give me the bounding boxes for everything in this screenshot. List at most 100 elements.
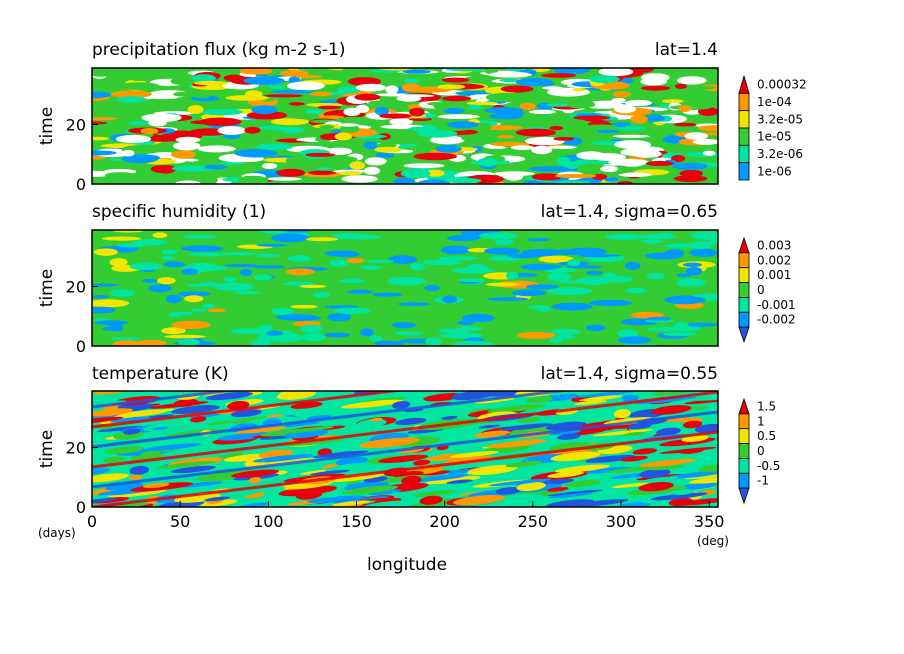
- field-patch: [139, 450, 162, 459]
- field-patch: [684, 398, 718, 405]
- field-patch: [638, 482, 674, 492]
- field-patch: [557, 433, 581, 440]
- field-patch: [603, 276, 634, 283]
- field-patch: [457, 320, 474, 326]
- field-patch: [334, 132, 352, 141]
- field-patch: [688, 475, 718, 484]
- field-patch: [646, 272, 666, 280]
- field-patch: [664, 295, 706, 305]
- field-patch: [275, 314, 318, 321]
- field-patch: [223, 74, 245, 82]
- plot-frame: [91, 229, 719, 347]
- field-patch: [239, 269, 253, 276]
- x-unit-label: (deg): [697, 534, 729, 548]
- field-patch: [577, 391, 636, 398]
- field-band: [92, 391, 239, 409]
- field-patch: [388, 255, 418, 264]
- field-patch: [305, 152, 336, 157]
- field-patch: [691, 392, 718, 401]
- field-patch: [312, 450, 369, 458]
- field-patch: [109, 258, 128, 267]
- field-patch: [375, 140, 420, 145]
- field-patch: [94, 320, 129, 325]
- colorbar-swatch: [738, 428, 750, 444]
- y-axis-label: time: [37, 107, 57, 145]
- field-patch: [453, 494, 505, 506]
- field-patch: [256, 243, 288, 247]
- field-patch: [412, 490, 457, 497]
- field-patch: [339, 171, 362, 176]
- field-patch: [157, 277, 176, 285]
- field-patch: [672, 162, 708, 170]
- field-patch: [364, 157, 387, 166]
- field-patch: [285, 268, 316, 276]
- field-patch: [204, 496, 231, 502]
- field-patch: [485, 282, 521, 287]
- field-patch: [221, 252, 257, 256]
- colorbar-swatch: [738, 413, 750, 430]
- field-patch: [128, 474, 143, 480]
- field-patch: [676, 76, 707, 85]
- field-patch: [327, 313, 352, 322]
- panel-precipitation: precipitation flux (kg m-2 s-1) lat=1.4 …: [37, 40, 807, 194]
- field-patch: [630, 311, 664, 319]
- field-patch: [363, 141, 379, 150]
- field-patch: [636, 474, 684, 481]
- field-patch: [173, 141, 201, 151]
- field-patch: [163, 261, 186, 268]
- field-patch: [92, 299, 130, 308]
- field-patch: [625, 287, 647, 294]
- panel-location: lat=1.4, sigma=0.65: [541, 202, 718, 222]
- field-patch: [684, 132, 708, 140]
- field-patch: [377, 454, 429, 463]
- field-patch: [392, 401, 411, 409]
- field-patch: [351, 463, 379, 468]
- colorbar-swatch: [738, 144, 750, 164]
- field-patch: [161, 256, 175, 260]
- field-patch: [651, 391, 695, 396]
- field-patch: [397, 302, 431, 307]
- field-patch: [650, 492, 708, 501]
- field-patch: [112, 340, 143, 346]
- field-patch: [592, 173, 608, 180]
- field-patch: [479, 232, 519, 240]
- field-patch: [148, 284, 172, 293]
- field-patch: [579, 395, 623, 402]
- field-patch: [190, 308, 207, 312]
- field-patch: [657, 232, 673, 238]
- field-patch: [271, 233, 309, 243]
- field-patch: [375, 152, 395, 159]
- field-patch: [559, 452, 596, 458]
- field-patch: [639, 468, 671, 478]
- field-patch: [620, 455, 649, 462]
- field-patch: [437, 328, 471, 334]
- field-patch: [396, 95, 422, 102]
- field-patch: [589, 299, 633, 307]
- plot-frame: [91, 390, 719, 508]
- field-patch: [606, 465, 667, 474]
- field-patch: [446, 479, 474, 484]
- field-patch: [92, 124, 109, 130]
- field-patch: [371, 292, 403, 297]
- field-patch: [467, 464, 518, 476]
- colorbar-swatch: [738, 397, 750, 415]
- field-patch: [379, 113, 412, 119]
- field-patch: [347, 77, 382, 86]
- field-patch: [592, 429, 654, 437]
- field-patch: [621, 394, 639, 402]
- colorbar-label: 1e-04: [757, 95, 792, 109]
- field-patch: [248, 477, 262, 484]
- field-patch: [551, 302, 593, 311]
- field-patch: [97, 425, 145, 432]
- field-patch: [339, 124, 360, 133]
- field-patch: [620, 161, 644, 167]
- field-patch: [425, 337, 443, 346]
- field-patch: [119, 82, 160, 91]
- field-patch: [308, 170, 337, 175]
- field-patch: [674, 321, 689, 330]
- field-patch: [462, 313, 495, 323]
- field-patch: [618, 172, 653, 177]
- field-patch: [158, 169, 174, 174]
- field-patch: [684, 406, 709, 411]
- field-patch: [549, 336, 564, 344]
